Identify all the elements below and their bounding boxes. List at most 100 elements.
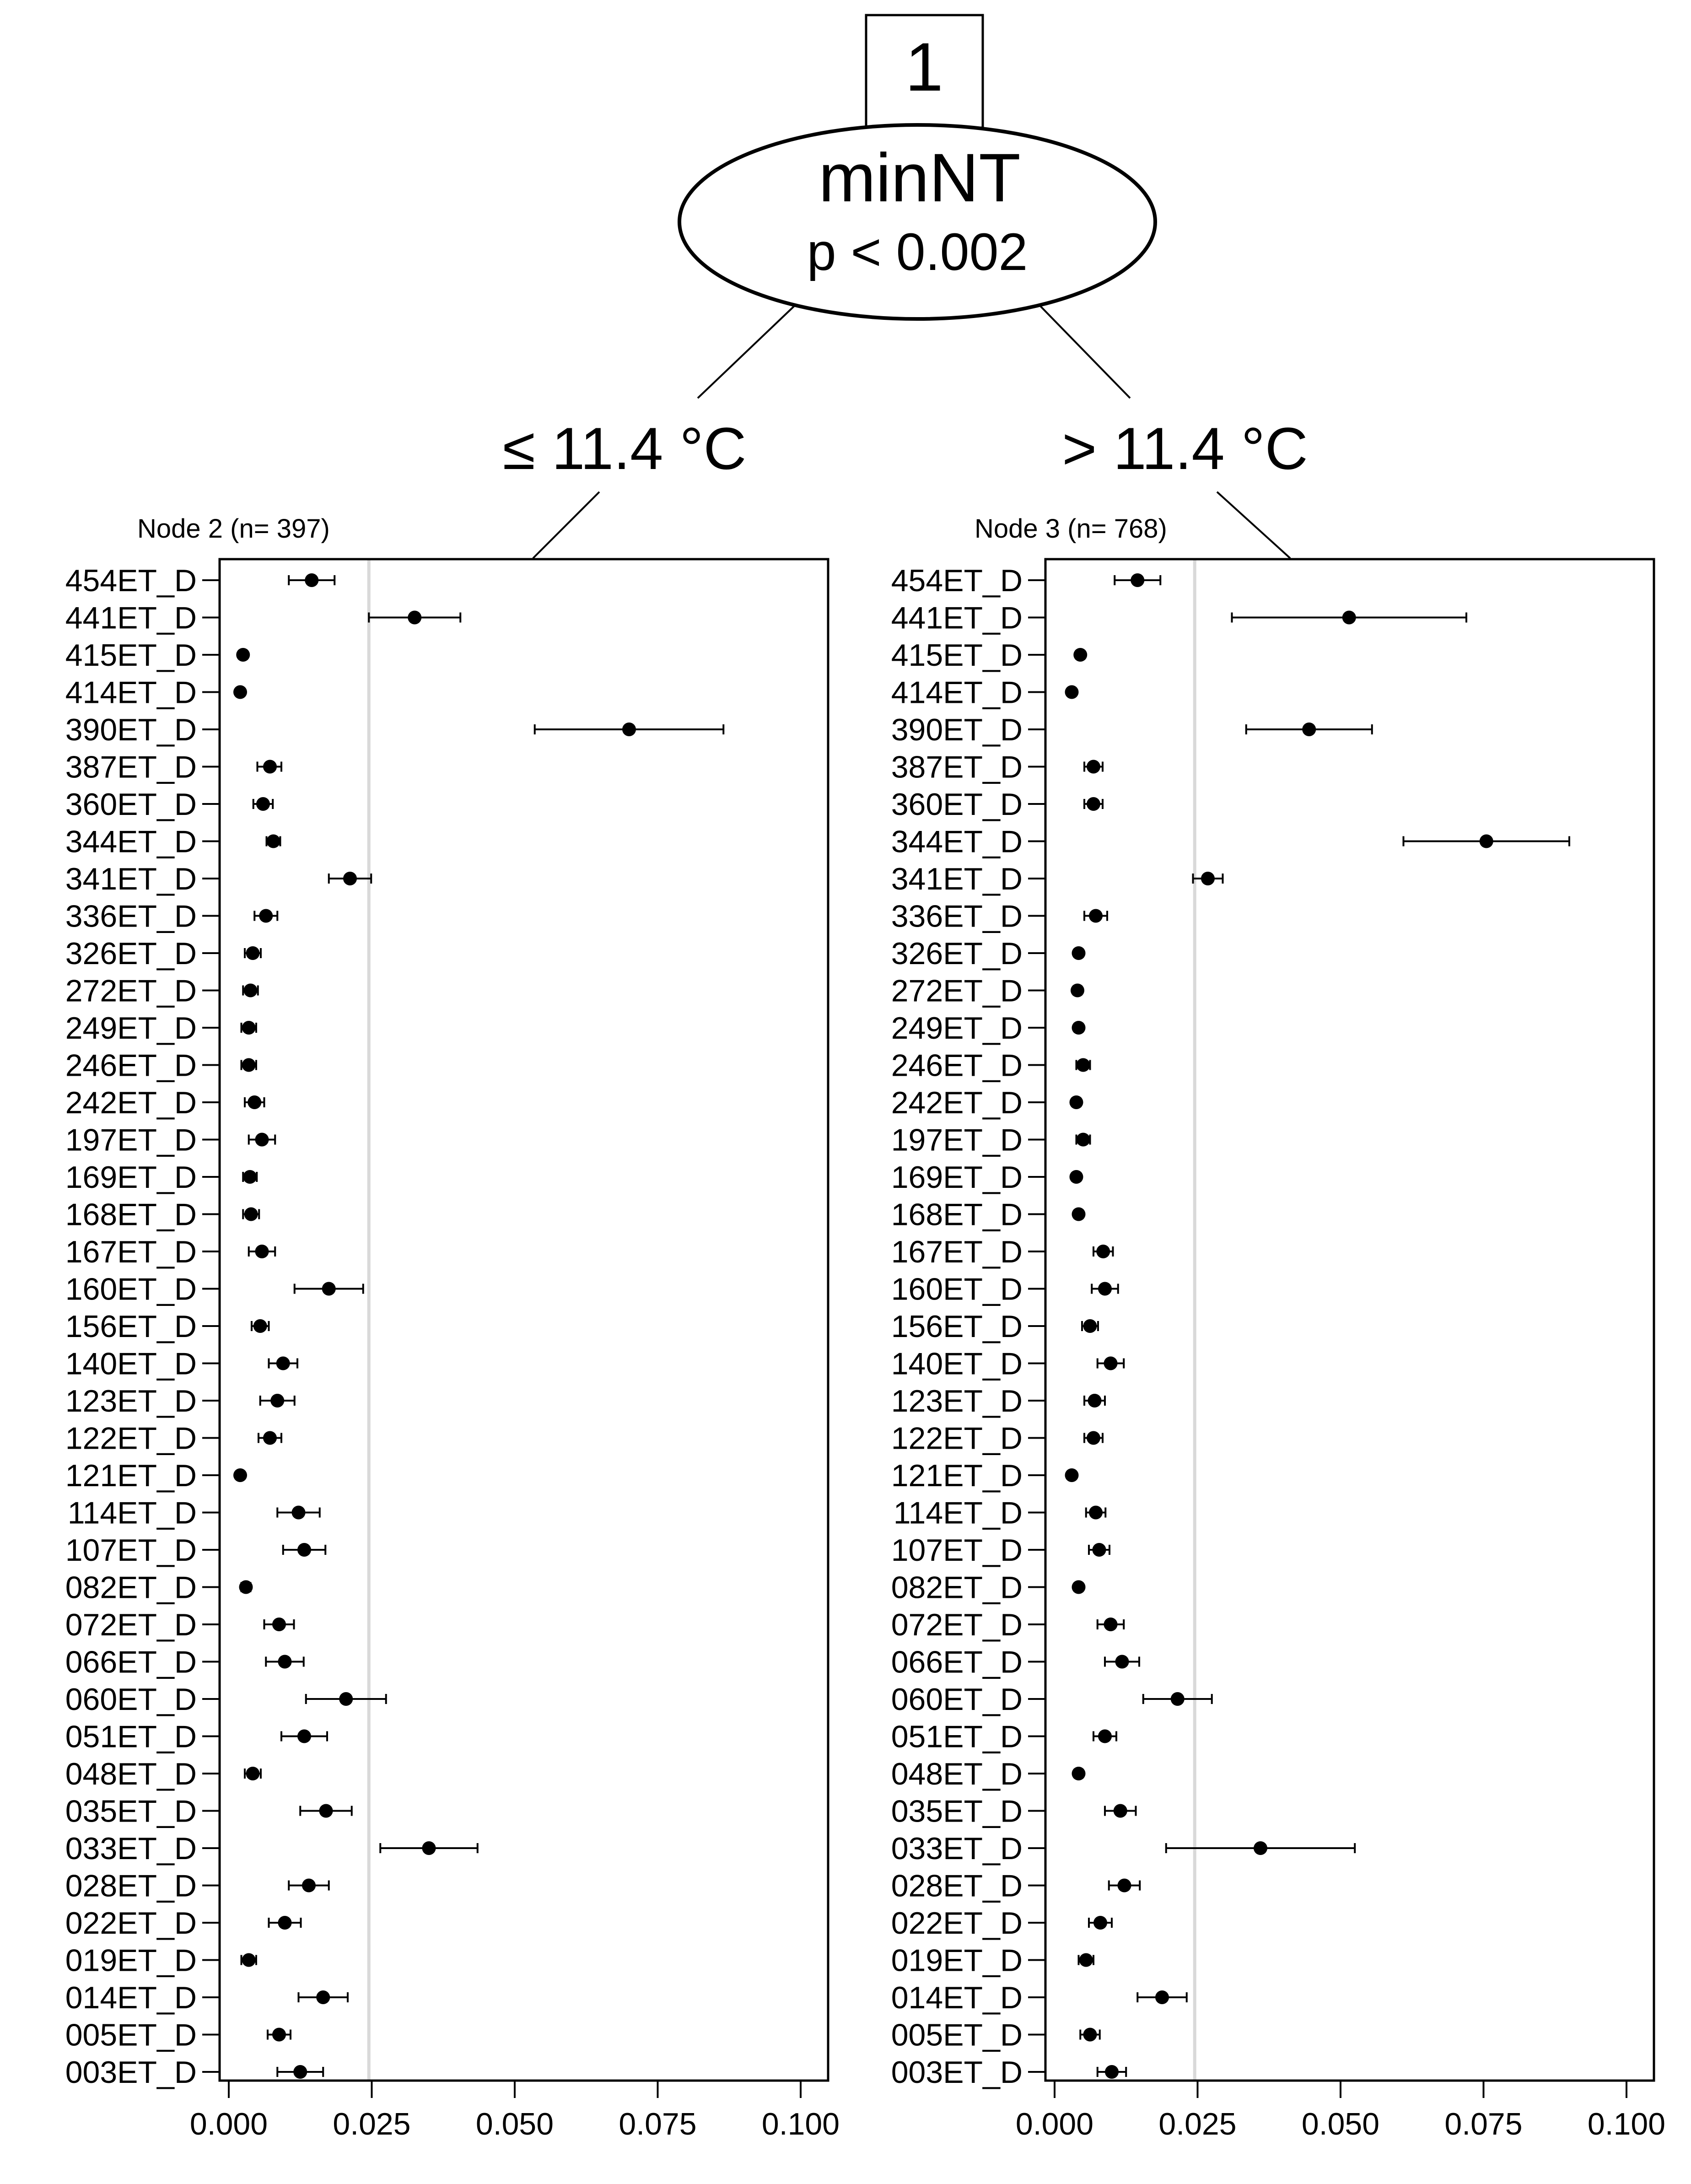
y-tick-label: 019ET_D — [65, 1943, 197, 1978]
y-tick-label: 051ET_D — [65, 1720, 197, 1754]
y-tick-label: 051ET_D — [891, 1720, 1023, 1754]
split-ellipse — [678, 123, 1157, 321]
y-tick-label: 022ET_D — [65, 1906, 197, 1941]
data-point — [236, 648, 250, 662]
y-tick-label: 341ET_D — [891, 862, 1023, 896]
node3-marks — [1065, 573, 1570, 2079]
y-tick-label: 168ET_D — [65, 1197, 197, 1232]
data-point — [1087, 1431, 1100, 1445]
data-point — [243, 1170, 257, 1184]
data-point — [256, 797, 270, 811]
data-point — [246, 946, 260, 960]
data-point — [1104, 1356, 1118, 1370]
y-tick-label: 003ET_D — [891, 2055, 1023, 2090]
y-tick-label: 014ET_D — [891, 1980, 1023, 2015]
y-tick-label: 072ET_D — [65, 1607, 197, 1642]
y-tick-label: 160ET_D — [65, 1272, 197, 1307]
data-point — [242, 1953, 256, 1967]
y-tick-label: 344ET_D — [65, 825, 197, 859]
y-tick-label: 169ET_D — [65, 1160, 197, 1195]
y-tick-label: 123ET_D — [65, 1384, 197, 1418]
node2-title: Node 2 (n= 397) — [137, 514, 330, 544]
data-point — [302, 1878, 316, 1893]
y-tick-label: 336ET_D — [891, 899, 1023, 934]
data-point — [1105, 2065, 1119, 2079]
y-tick-label: 336ET_D — [65, 899, 197, 934]
y-tick-label: 107ET_D — [891, 1533, 1023, 1568]
data-point — [1072, 946, 1086, 960]
data-point — [1076, 1132, 1090, 1147]
y-tick-label: 454ET_D — [891, 563, 1023, 598]
data-point — [248, 1095, 262, 1109]
x-tick-label: 0.100 — [1588, 2107, 1665, 2141]
data-point — [243, 983, 258, 998]
node3-plot-frame — [1044, 558, 1655, 2082]
x-tick-label: 0.000 — [190, 2107, 268, 2141]
y-tick-label: 035ET_D — [891, 1794, 1023, 1829]
data-point — [1089, 1505, 1103, 1520]
data-point — [272, 1618, 286, 1631]
data-point — [272, 2028, 286, 2042]
y-tick-label: 035ET_D — [65, 1794, 197, 1829]
data-point — [1104, 1618, 1118, 1631]
data-point — [255, 1245, 269, 1258]
data-point — [1254, 1841, 1267, 1855]
y-tick-label: 005ET_D — [65, 2018, 197, 2053]
node2-plot-frame — [218, 558, 829, 2082]
y-tick-label: 360ET_D — [65, 787, 197, 822]
split-node: 1 minNT p < 0.002 — [678, 14, 1157, 321]
y-tick-label: 082ET_D — [65, 1570, 197, 1605]
y-tick-label: 387ET_D — [65, 750, 197, 785]
y-tick-label: 156ET_D — [891, 1309, 1023, 1344]
data-point — [291, 1505, 306, 1520]
data-point — [305, 573, 319, 587]
y-tick-label: 272ET_D — [65, 974, 197, 1008]
data-point — [1098, 1282, 1112, 1296]
y-tick-label: 415ET_D — [891, 638, 1023, 673]
data-point — [1069, 1170, 1083, 1184]
data-point — [1093, 1916, 1107, 1930]
y-tick-label: 082ET_D — [891, 1570, 1023, 1605]
y-tick-label: 121ET_D — [65, 1458, 197, 1493]
data-point — [297, 1543, 311, 1557]
data-point — [1087, 760, 1100, 774]
y-tick-label: 066ET_D — [891, 1645, 1023, 1680]
data-point — [1079, 1953, 1093, 1967]
data-point — [242, 1021, 256, 1035]
data-point — [1072, 1580, 1086, 1594]
data-point — [1115, 1655, 1129, 1669]
data-point — [422, 1841, 436, 1855]
data-point — [1170, 1692, 1185, 1706]
node2-y-axis: 454ET_D441ET_D415ET_D414ET_D390ET_D387ET… — [65, 563, 220, 2090]
y-tick-label: 197ET_D — [891, 1123, 1023, 1158]
y-tick-label: 048ET_D — [891, 1757, 1023, 1791]
y-tick-label: 140ET_D — [65, 1347, 197, 1381]
data-point — [1072, 1021, 1086, 1035]
data-point — [1069, 1095, 1083, 1109]
data-point — [278, 1916, 292, 1930]
y-tick-label: 414ET_D — [891, 675, 1023, 710]
y-tick-label: 122ET_D — [891, 1421, 1023, 1456]
y-tick-label: 005ET_D — [891, 2018, 1023, 2053]
y-tick-label: 114ET_D — [68, 1496, 197, 1531]
data-point — [408, 610, 422, 625]
y-tick-label: 114ET_D — [894, 1496, 1023, 1531]
node3-x-axis: 0.000 0.025 0.050 0.075 0.100 — [1016, 2081, 1665, 2141]
data-point — [1088, 1394, 1102, 1407]
data-point — [253, 1319, 267, 1333]
edge-right-lower — [1216, 491, 1291, 559]
y-tick-label: 390ET_D — [65, 712, 197, 747]
data-point — [297, 1729, 311, 1743]
x-tick-label: 0.000 — [1016, 2107, 1093, 2141]
y-tick-label: 019ET_D — [891, 1943, 1023, 1978]
data-point — [322, 1282, 336, 1296]
y-tick-label: 123ET_D — [891, 1384, 1023, 1418]
data-point — [270, 1394, 285, 1407]
y-tick-label: 048ET_D — [65, 1757, 197, 1791]
y-tick-label: 072ET_D — [891, 1607, 1023, 1642]
data-point — [343, 872, 357, 885]
y-tick-label: 197ET_D — [65, 1123, 197, 1158]
data-point — [266, 834, 280, 848]
y-tick-label: 341ET_D — [65, 862, 197, 896]
x-tick-label: 0.100 — [762, 2107, 840, 2141]
